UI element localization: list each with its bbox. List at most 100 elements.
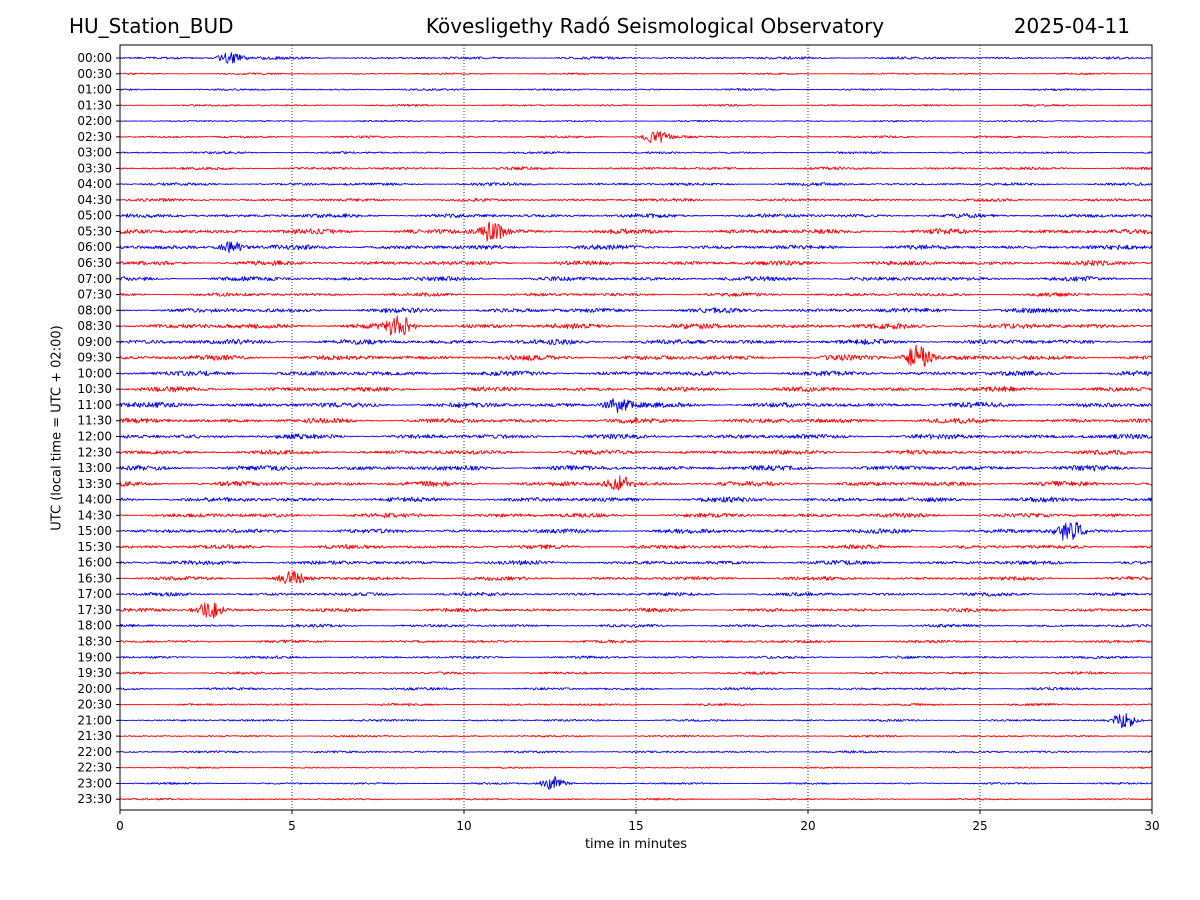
y-tick-label: 16:30 [77,571,112,585]
y-tick-label: 02:30 [77,130,112,144]
trace-1430 [119,512,1153,519]
trace-1330 [119,475,1153,491]
y-tick-label: 13:30 [77,477,112,491]
trace-1830 [119,639,1153,644]
trace-0930 [119,344,1153,367]
trace-2130 [119,734,1153,738]
trace-1730 [119,602,1153,619]
trace-1100 [119,398,1153,414]
trace-2030 [119,702,1153,707]
y-tick-label: 09:00 [77,335,112,349]
y-tick-label: 02:00 [77,114,112,128]
y-tick-label: 00:30 [77,67,112,81]
trace-0400 [119,182,1153,187]
y-tick-label: 06:30 [77,256,112,270]
y-tick-label: 21:00 [77,713,112,727]
trace-0700 [119,276,1153,282]
trace-0130 [119,103,1153,107]
y-tick-label: 11:30 [77,414,112,428]
trace-1000 [119,370,1153,377]
x-tick-label: 25 [972,819,987,833]
trace-0300 [119,151,1153,155]
y-tick-label: 07:30 [77,288,112,302]
x-tick-label: 20 [800,819,815,833]
grid-lines [291,45,981,810]
y-tick-label: 00:00 [77,51,112,65]
seismic-traces [119,52,1153,801]
trace-1030 [119,386,1153,393]
trace-2230 [119,766,1153,769]
trace-1630 [119,570,1153,584]
y-tick-label: 01:30 [77,98,112,112]
trace-2300 [119,776,1153,790]
trace-2330 [119,797,1153,801]
trace-1900 [119,655,1153,660]
y-tick-label: 23:00 [77,776,112,790]
y-tick-label: 09:30 [77,351,112,365]
y-tick-label: 05:30 [77,224,112,238]
y-tick-label: 19:00 [77,650,112,664]
trace-1230 [119,449,1153,456]
x-axis-ticks: 0 5 10 15 20 25 30 [116,810,1160,833]
y-tick-label: 10:00 [77,366,112,380]
y-axis-label: UTC (local time = UTC + 02:00) [49,325,65,531]
x-tick-label: 5 [288,819,296,833]
y-tick-label: 04:30 [77,193,112,207]
y-tick-label: 14:00 [77,493,112,507]
trace-0200 [119,119,1153,123]
y-tick-label: 22:30 [77,761,112,775]
trace-1600 [119,559,1153,566]
station-name: HU_Station_BUD [69,14,234,38]
trace-0430 [119,197,1153,203]
y-tick-label: 03:00 [77,146,112,160]
trace-2100 [119,712,1153,729]
y-tick-label: 23:30 [77,792,112,806]
trace-1400 [119,496,1153,503]
y-tick-label: 05:00 [77,209,112,223]
y-tick-label: 08:30 [77,319,112,333]
y-tick-label: 15:00 [77,524,112,538]
trace-1500 [119,521,1153,541]
y-tick-label: 19:30 [77,666,112,680]
y-tick-label: 12:00 [77,429,112,443]
y-tick-label: 20:00 [77,682,112,696]
trace-0330 [119,166,1153,171]
observatory-title: Kövesligethy Radó Seismological Observat… [425,14,885,38]
trace-0600 [119,241,1153,254]
x-tick-label: 15 [628,819,643,833]
y-tick-label: 01:00 [77,83,112,97]
y-tick-label: 12:30 [77,445,112,459]
trace-1930 [119,671,1153,675]
trace-1300 [119,464,1153,472]
y-tick-label: 03:30 [77,161,112,175]
trace-0500 [119,212,1153,219]
y-tick-label: 13:00 [77,461,112,475]
y-tick-label: 16:00 [77,556,112,570]
y-tick-label: 18:00 [77,619,112,633]
y-tick-label: 20:30 [77,698,112,712]
x-tick-label: 0 [116,819,124,833]
trace-0830 [119,315,1153,336]
trace-0630 [119,260,1153,266]
y-tick-label: 15:30 [77,540,112,554]
plot-frame [119,44,1153,811]
trace-1800 [119,623,1153,628]
y-tick-label: 17:00 [77,587,112,601]
trace-0530 [119,221,1153,242]
trace-1530 [119,544,1153,550]
trace-1700 [119,591,1153,597]
trace-2200 [119,750,1153,754]
trace-2000 [119,686,1153,691]
x-axis-label: time in minutes [584,837,688,852]
y-tick-label: 06:00 [77,240,112,254]
x-tick-label: 10 [456,819,471,833]
y-tick-label: 17:30 [77,603,112,617]
y-tick-label: 22:00 [77,745,112,759]
y-tick-label: 10:30 [77,382,112,396]
trace-0730 [119,292,1153,297]
trace-0230 [119,131,1153,144]
trace-1200 [119,433,1153,440]
y-tick-label: 21:30 [77,729,112,743]
